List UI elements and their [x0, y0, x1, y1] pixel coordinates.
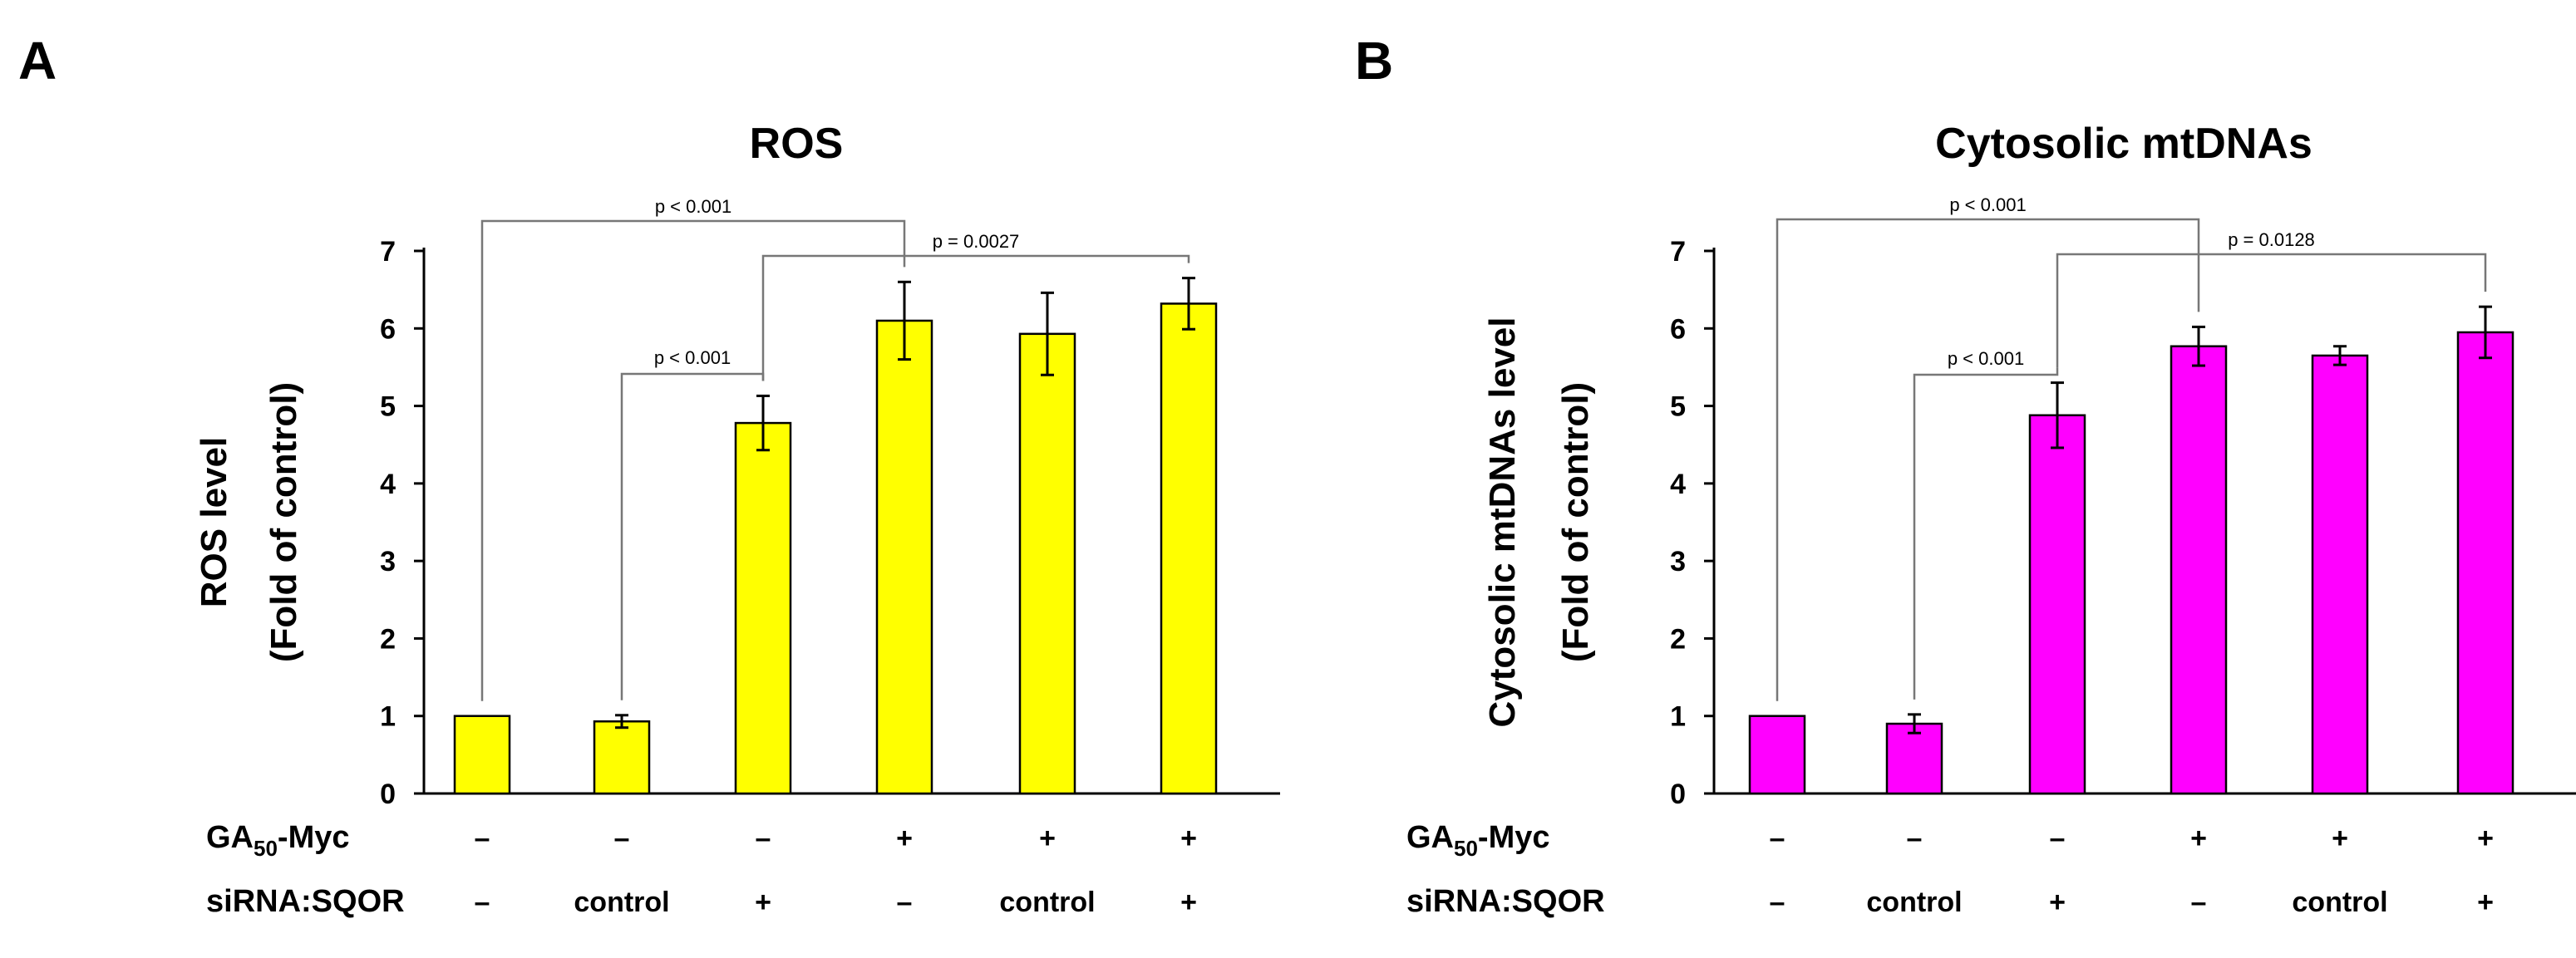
significance-bracket: [1913, 367, 2059, 700]
y-tick-label: 4: [380, 469, 396, 500]
y-axis-label-line2: (Fold of control): [264, 382, 304, 662]
chart-title-b: Cytosolic mtDNAs: [1935, 120, 2312, 168]
condition-sirna-sqor: +: [2049, 887, 2066, 918]
bar: [593, 720, 651, 795]
y-tick-label: 3: [1670, 546, 1686, 577]
condition-sirna-sqor: control: [2292, 887, 2387, 918]
bar: [2028, 414, 2086, 795]
y-axis-label-line1: Cytosolic mtDNAs level: [1482, 317, 1523, 728]
y-tick-label: 2: [380, 623, 396, 655]
condition-ga50-myc: +: [1180, 823, 1197, 854]
condition-ga50-myc: +: [2477, 823, 2494, 854]
condition-ga50-myc: +: [1039, 823, 1056, 854]
condition-ga50-myc: +: [2190, 823, 2207, 854]
chart-title-a: ROS: [750, 120, 844, 168]
row-label-ga50-myc: GA50-Myc: [1406, 820, 1550, 861]
panel-b: B Cytosolic mtDNAs 0 1 2 3 4 5 6 7 Cytosolic mtD…: [1355, 31, 2576, 919]
y-tick-label: 1: [1670, 701, 1686, 733]
plot-area-b: 0 1 2 3 4 5 6 7 Cytosolic mtDNAs level (Fold of c…: [1406, 194, 2576, 919]
bar: [453, 715, 511, 795]
y-tick-label: 0: [1670, 779, 1686, 810]
condition-ga50-myc: –: [475, 823, 490, 854]
significance-bracket: [2056, 253, 2487, 368]
y-axis-label-line2: (Fold of control): [1555, 382, 1596, 662]
p-value-label: p < 0.001: [1949, 194, 2026, 215]
condition-ga50-myc: +: [896, 823, 913, 854]
condition-sirna-sqor: control: [999, 887, 1095, 918]
p-value-label: p = 0.0128: [2228, 229, 2315, 250]
condition-ga50-myc: –: [1770, 823, 1785, 854]
bar: [1748, 715, 1806, 795]
significance-bracket: [480, 219, 906, 701]
row-label-ga: GA: [206, 820, 254, 855]
bar: [2311, 354, 2369, 795]
condition-sirna-sqor: –: [1770, 887, 1785, 918]
y-tick-label: 5: [380, 391, 396, 423]
p-value-label: p = 0.0027: [933, 231, 1020, 252]
plot-area-a: 0 1 2 3 4 5 6 7 ROS level (Fold of control) p < 0.…: [194, 196, 1280, 919]
y-tick-label: 1: [380, 701, 396, 733]
row-label-ga50-myc: GA50-Myc: [206, 820, 350, 861]
condition-sirna-sqor: +: [755, 887, 771, 918]
row-label-ga: GA: [1406, 820, 1454, 855]
p-value-label: p < 0.001: [654, 347, 731, 368]
panel-a: A ROS 0 1 2 3 4 5 6 7 ROS level (Fold of control)…: [18, 31, 1280, 919]
y-tick-label: 3: [380, 546, 396, 577]
row-label-suffix: -Myc: [278, 820, 350, 855]
row-label-subscript: 50: [254, 836, 278, 861]
condition-sirna-sqor: +: [1180, 887, 1197, 918]
y-tick-label: 7: [1670, 236, 1686, 268]
y-tick-label: 0: [380, 779, 396, 810]
panel-letter-a: A: [18, 31, 57, 91]
row-label-sirna-sqor: siRNA:SQOR: [1406, 884, 1605, 919]
row-label-sirna-sqor: siRNA:SQOR: [206, 884, 405, 919]
y-tick-label: 6: [1670, 313, 1686, 345]
condition-sirna-sqor: –: [897, 887, 913, 918]
p-value-label: p < 0.001: [655, 196, 731, 217]
y-tick-label: 6: [380, 313, 396, 345]
condition-ga50-myc: –: [756, 823, 771, 854]
condition-sirna-sqor: –: [475, 887, 490, 918]
condition-ga50-myc: –: [1907, 823, 1923, 854]
bar: [2456, 331, 2514, 795]
panel-letter-b: B: [1355, 31, 1393, 91]
y-tick-label: 2: [1670, 623, 1686, 655]
condition-sirna-sqor: control: [1866, 887, 1962, 918]
bar: [2170, 345, 2228, 795]
condition-ga50-myc: –: [2050, 823, 2066, 854]
condition-ga50-myc: –: [614, 823, 630, 854]
row-label-subscript: 50: [1454, 836, 1478, 861]
y-tick-label: 4: [1670, 469, 1686, 500]
y-axis-label-line1: ROS level: [194, 437, 234, 607]
y-tick-label: 7: [380, 236, 396, 268]
condition-sirna-sqor: –: [2191, 887, 2207, 918]
y-tick-label: 5: [1670, 391, 1686, 423]
bar: [875, 319, 933, 795]
bar: [1018, 332, 1076, 795]
row-label-suffix: -Myc: [1478, 820, 1550, 855]
bar: [734, 421, 792, 795]
significance-bracket: [1776, 218, 2200, 701]
p-value-label: p < 0.001: [1948, 348, 2024, 369]
bar: [1160, 302, 1218, 795]
significance-bracket: [761, 254, 1190, 381]
significance-bracket: [620, 372, 765, 700]
bar: [1885, 722, 1943, 795]
condition-ga50-myc: +: [2332, 823, 2348, 854]
condition-sirna-sqor: control: [574, 887, 669, 918]
condition-sirna-sqor: +: [2477, 887, 2494, 918]
